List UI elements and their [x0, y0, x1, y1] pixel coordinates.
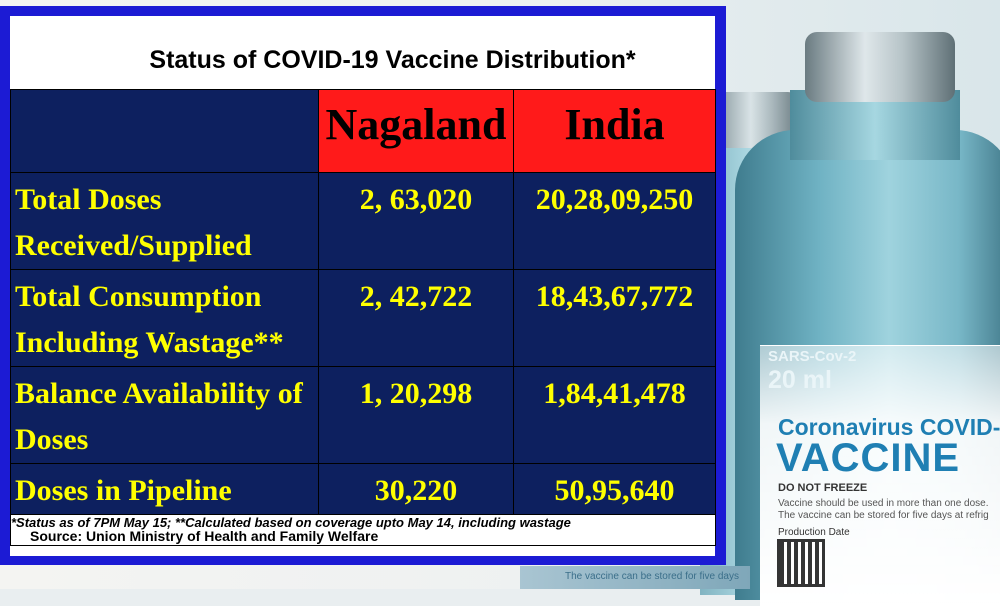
row-label: Balance Availability of Doses	[10, 366, 319, 464]
table-row: Balance Availability of Doses 1, 20,298 …	[10, 366, 716, 464]
india-value: 50,95,640	[513, 463, 716, 515]
vial-freeze-text: DO NOT FREEZE	[778, 482, 868, 494]
nagaland-value: 1, 20,298	[318, 366, 514, 464]
header-nagaland: Nagaland	[318, 89, 514, 173]
vial-sars-text: SARS-Cov-2	[768, 348, 857, 365]
india-value: 20,28,09,250	[513, 172, 716, 270]
vial-production-text: Production Date	[778, 527, 850, 538]
vial-volume-text: 20 ml	[768, 366, 832, 394]
box-side-text: The vaccine can be stored for five days	[565, 571, 739, 582]
qr-code-icon	[777, 539, 825, 587]
nagaland-value: 30,220	[318, 463, 514, 515]
table-row: Total Doses Received/Supplied 2, 63,020 …	[10, 172, 716, 270]
vial-box-edge	[520, 566, 750, 589]
header-india: India	[513, 89, 716, 173]
header-blank-cell	[10, 89, 319, 173]
distribution-card: Status of COVID-19 Vaccine Distribution*…	[0, 6, 726, 565]
india-value: 1,84,41,478	[513, 366, 716, 464]
table-row: Total Consumption Including Wastage** 2,…	[10, 269, 716, 367]
row-label: Total Consumption Including Wastage**	[10, 269, 319, 367]
footnote: *Status as of 7PM May 15; **Calculated b…	[10, 514, 716, 546]
distribution-table: Nagaland India Total Doses Received/Supp…	[10, 89, 716, 546]
row-label: Doses in Pipeline	[10, 463, 319, 515]
table-row: Doses in Pipeline 30,220 50,95,640	[10, 463, 716, 515]
footnote-row: *Status as of 7PM May 15; **Calculated b…	[10, 514, 716, 546]
india-value: 18,43,67,772	[513, 269, 716, 367]
table-header-row: Nagaland India	[10, 89, 716, 173]
vial-note-1: Vaccine should be used in more than one …	[778, 498, 989, 509]
row-label: Total Doses Received/Supplied	[10, 172, 319, 270]
vial-coronavirus-text: Coronavirus COVID-	[778, 414, 1000, 440]
large-vial-cap	[805, 32, 955, 102]
vial-vaccine-text: VACCINE	[776, 436, 961, 480]
source-credit: Source: Union Ministry of Health and Fam…	[30, 528, 379, 544]
vial-note-2: The vaccine can be stored for five days …	[778, 510, 989, 521]
nagaland-value: 2, 63,020	[318, 172, 514, 270]
page-title: Status of COVID-19 Vaccine Distribution*	[149, 46, 636, 74]
nagaland-value: 2, 42,722	[318, 269, 514, 367]
distribution-card-inner: Status of COVID-19 Vaccine Distribution*…	[10, 16, 716, 556]
